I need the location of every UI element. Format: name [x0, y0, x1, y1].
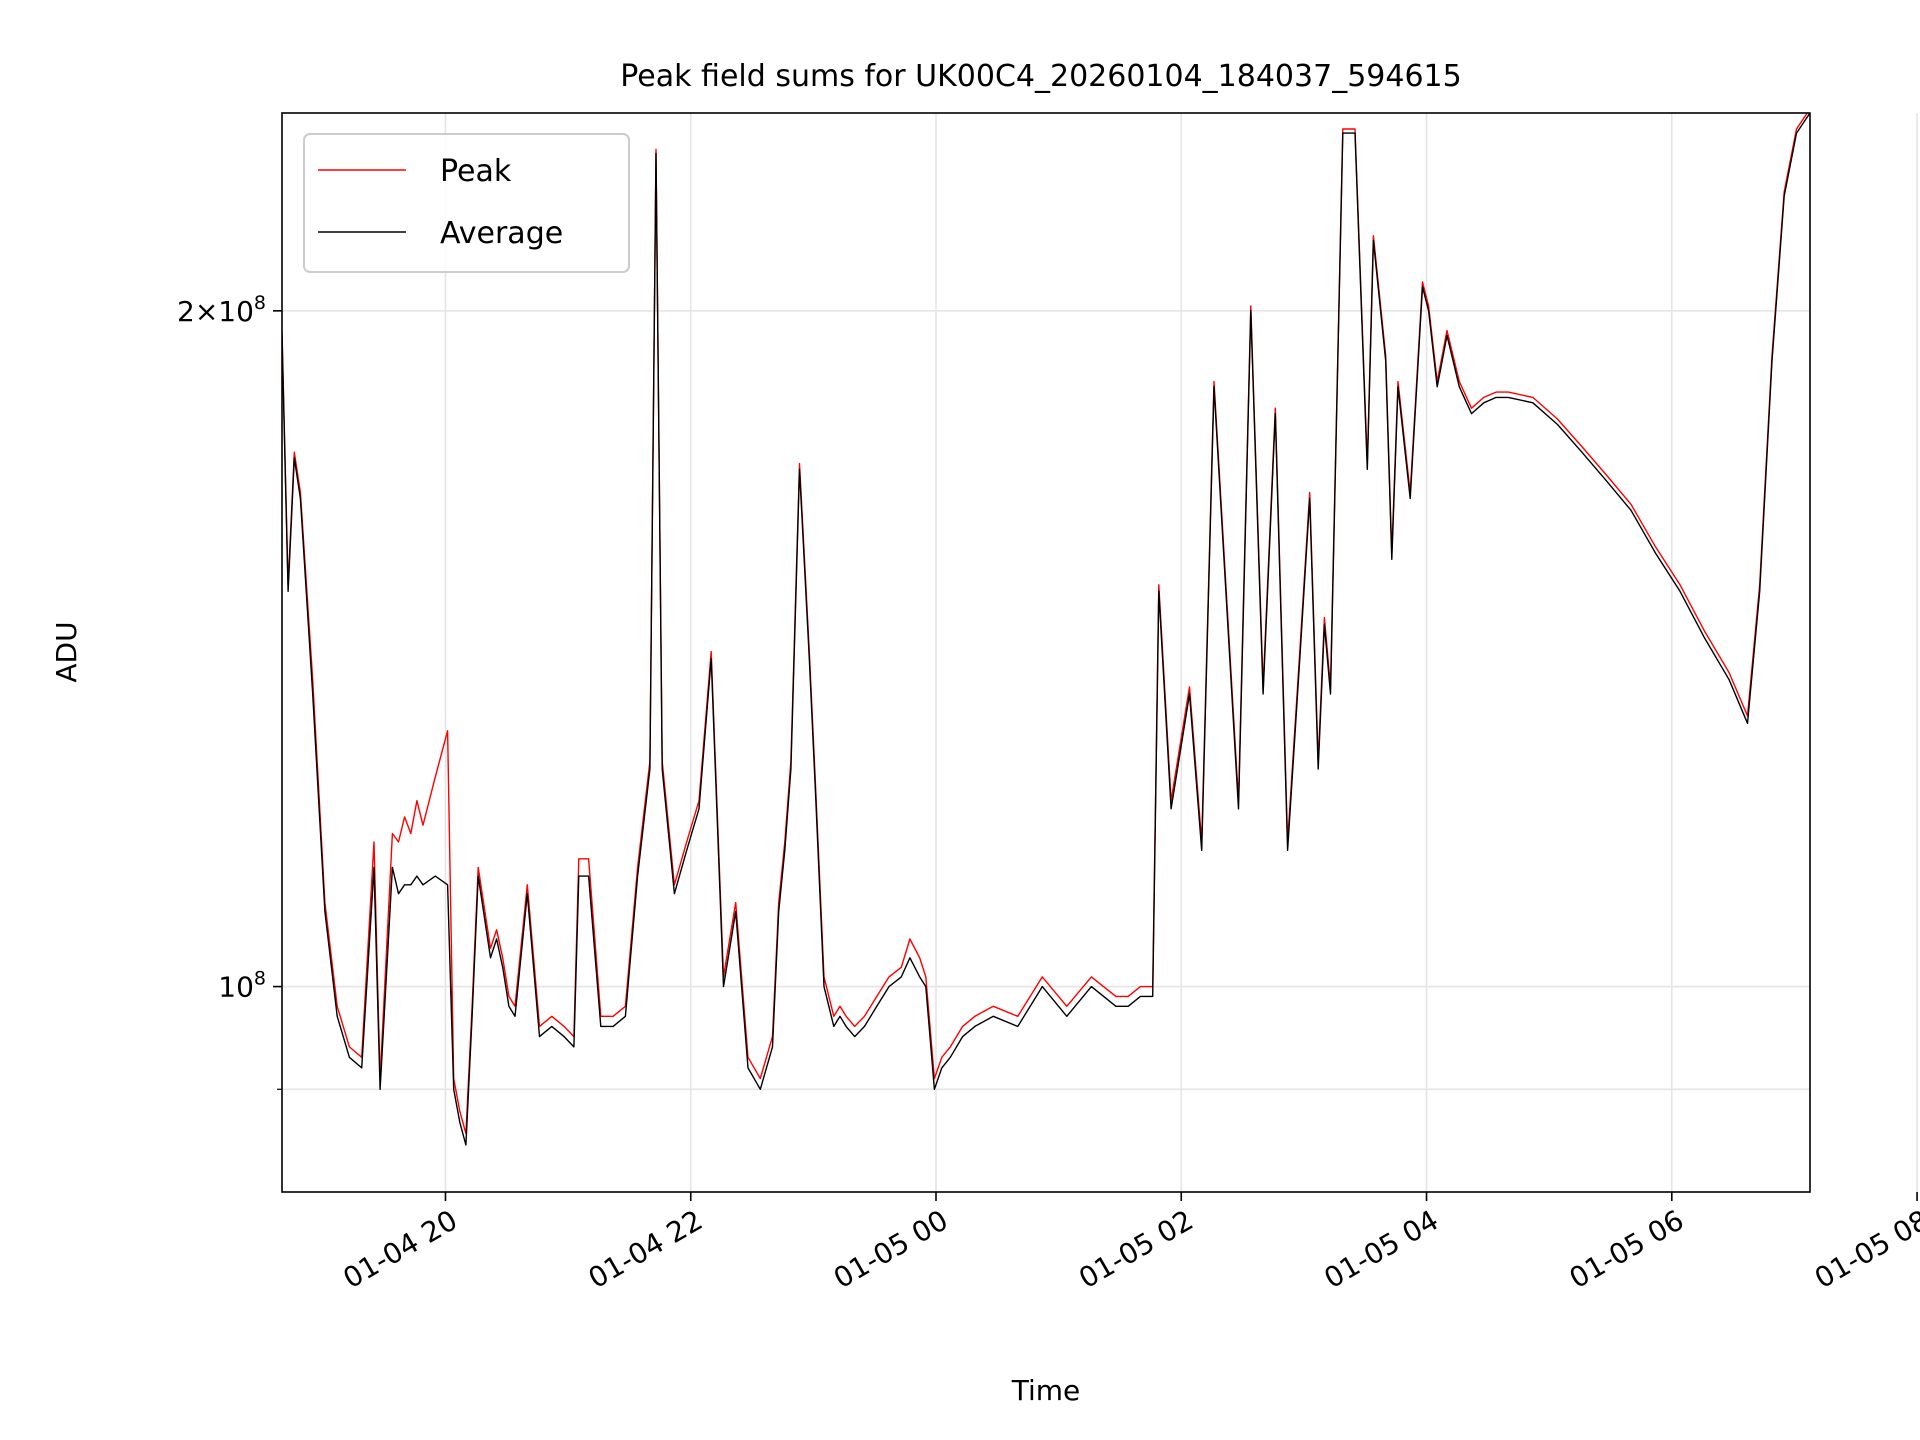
y-axis: 108 2×108: [177, 292, 282, 1090]
legend-box: [303, 133, 630, 273]
legend: Peak Average: [303, 133, 630, 273]
grid: [282, 113, 1918, 1192]
legend-label-peak: Peak: [440, 154, 512, 189]
series-line-average: [282, 113, 1810, 1146]
chart-title: Peak field sums for UK00C4_20260104_1840…: [620, 59, 1461, 94]
y-tick-label: 108: [218, 968, 266, 1004]
y-tick-label: 2×108: [177, 292, 266, 328]
plot-frame: [281, 112, 1811, 1193]
series-layer: [282, 113, 1810, 1146]
legend-label-average: Average: [440, 216, 563, 251]
y-axis-label: ADU: [50, 621, 83, 682]
x-axis-label: Time: [1011, 1374, 1081, 1407]
